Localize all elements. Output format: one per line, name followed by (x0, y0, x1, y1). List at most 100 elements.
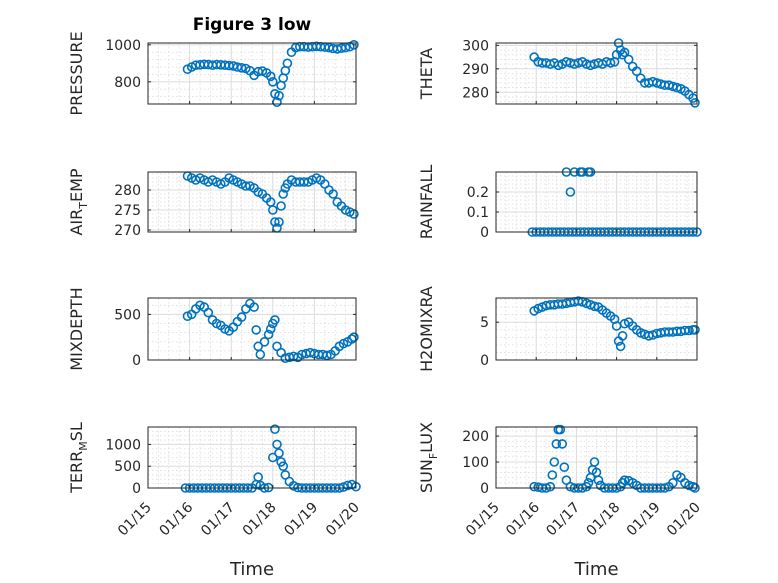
data-point (263, 329, 274, 340)
data-point (276, 347, 286, 358)
y-tick-label: 500 (114, 459, 141, 475)
data-point (589, 457, 600, 467)
axes-box (147, 297, 357, 361)
data-point (270, 217, 280, 227)
data-point (619, 47, 630, 58)
data-point (276, 201, 286, 211)
y-tick-label: 0 (132, 353, 141, 369)
data-point (555, 424, 566, 435)
subplot-1: 800 1000 PRESSURE Figure 3 low (67, 15, 359, 116)
data-point (282, 58, 293, 69)
data-point (593, 475, 604, 486)
data-point (668, 477, 678, 488)
data-point (619, 475, 630, 486)
y-tick-label: 290 (462, 62, 489, 78)
data-point (203, 307, 214, 318)
y-tick-label: 280 (462, 85, 489, 101)
data-point (278, 189, 289, 199)
data-point (278, 461, 289, 472)
x-tick-label: 01/15 (115, 500, 155, 540)
data-point (565, 187, 576, 197)
y-axis-label: TERRMSL (67, 422, 90, 494)
x-axis-label: Time (573, 559, 618, 580)
data-point (545, 481, 556, 492)
subplot-4: 0 0.1 0.2 RAINFALL (417, 165, 702, 241)
data-point (236, 312, 247, 322)
data-point (605, 58, 616, 68)
data-point (617, 477, 628, 488)
y-axis-label: MIXDEPTH (67, 287, 86, 370)
data-point (340, 42, 351, 53)
y-tick-label: 100 (462, 455, 489, 471)
axes-box (495, 297, 698, 361)
data-point (251, 325, 262, 335)
subplot-3: 270 275 280 AIRTEMP (67, 168, 359, 239)
data-point (583, 477, 594, 488)
data-point (617, 330, 628, 341)
y-tick-label: 270 (114, 223, 141, 239)
y-tick-label: 0 (480, 481, 489, 497)
data-point (274, 217, 284, 227)
x-axis-label: Time (229, 559, 274, 580)
y-tick-label: 200 (462, 429, 489, 445)
x-tick-label: 01/18 (584, 500, 624, 540)
y-axis-label: RAINFALL (417, 165, 436, 240)
x-tick-label: 01/16 (503, 499, 543, 539)
data-point (551, 439, 562, 449)
axes-box (147, 171, 357, 233)
data-point (253, 472, 264, 482)
y-tick-label: 0 (480, 353, 489, 369)
x-tick-label: 01/20 (323, 500, 363, 540)
data-point (672, 82, 682, 93)
data-point (631, 66, 642, 76)
axes-box (147, 42, 357, 105)
data-point (274, 448, 284, 458)
y-axis-label: PRESSURE (67, 31, 86, 115)
data-point (684, 325, 694, 336)
data-point (553, 60, 564, 71)
y-tick-label: 300 (462, 38, 489, 54)
x-tick-label: 01/15 (463, 500, 503, 540)
data-point (272, 439, 282, 450)
data-point (265, 324, 276, 334)
x-tick-label: 01/17 (543, 500, 583, 540)
data-point (684, 480, 694, 491)
y-axis-label: H2OMIXRA (417, 286, 436, 372)
data-point (617, 49, 628, 60)
data-point (249, 302, 259, 312)
subplot-8: 0 100 200 SUNFLUX 01/15 01/16 01/17 01/18 01/19 0… (417, 422, 704, 580)
data-point (267, 452, 278, 463)
y-tick-label: 0.1 (467, 205, 489, 221)
y-axis-label: THETA (417, 48, 436, 100)
subplot-2: 280 290 300 THETA (417, 38, 700, 108)
x-tick-label: 01/19 (624, 500, 664, 540)
y-axis-label: AIRTEMP (67, 168, 90, 235)
data-point (274, 90, 284, 101)
x-tick-label: 01/17 (198, 500, 238, 540)
y-tick-label: 0 (480, 225, 489, 241)
subplot-7: 0 500 1000 TERRMSL 01/15 01/16 01/17 01/18 01/19… (67, 422, 363, 580)
data-point (349, 332, 359, 343)
data-point (557, 439, 568, 449)
subplot-5: 0 500 MIXDEPTH (67, 287, 359, 371)
data-point (690, 324, 700, 335)
data-point (270, 424, 280, 435)
subplot-6: 0 5 H2OMIXRA (417, 286, 700, 372)
data-point (547, 470, 558, 480)
data-point (255, 349, 266, 360)
data-point (690, 98, 700, 108)
y-tick-label: 0 (132, 481, 141, 497)
data-point (259, 336, 270, 347)
data-point (267, 205, 278, 215)
data-point (241, 304, 251, 314)
x-tick-label: 01/18 (240, 500, 280, 540)
y-tick-label: 280 (114, 183, 141, 199)
data-point (280, 470, 291, 480)
x-tick-label: 01/16 (157, 499, 197, 539)
x-tick-label: 01/20 (664, 500, 704, 540)
x-tick-label: 01/19 (281, 500, 321, 540)
y-tick-label: 1000 (105, 437, 141, 453)
data-point (559, 462, 570, 473)
data-point (270, 315, 280, 325)
